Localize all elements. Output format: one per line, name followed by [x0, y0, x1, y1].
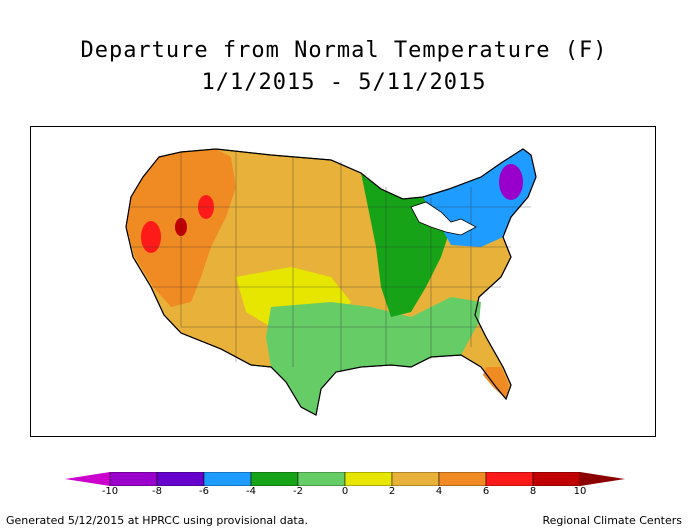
legend-tick-label: 8: [529, 486, 537, 497]
legend-tick-label: -10: [101, 486, 119, 497]
legend-tick-label: 0: [341, 486, 349, 497]
footer-generated-note: Generated 5/12/2015 at HPRCC using provi…: [6, 514, 308, 527]
legend-tick-label: 10: [573, 486, 587, 497]
footer-credit: Regional Climate Centers: [542, 514, 682, 527]
usa-outline: [125, 148, 537, 416]
legend-tick-label: -2: [293, 486, 303, 497]
map-title: Departure from Normal Temperature (F): [80, 38, 608, 63]
legend-arrow-right: [580, 472, 625, 486]
state-borders: [131, 152, 531, 372]
legend-ticks: -10 -8 -6 -4 -2 0 2 4 6 8 10: [0, 486, 688, 502]
map-frame: [30, 126, 656, 437]
legend-tick-label: -4: [246, 486, 256, 497]
legend-tick-label: -6: [199, 486, 209, 497]
us-temperature-map: [125, 148, 537, 416]
region-south-lightgreen: [266, 297, 481, 415]
region-florida: [483, 367, 509, 399]
region-maine-purple: [499, 164, 523, 200]
legend-swatch: [485, 472, 534, 486]
legend-arrow-left: [65, 472, 110, 486]
legend-tick-label: -8: [152, 486, 162, 497]
legend-swatch: [156, 472, 205, 486]
legend-color-bar: [65, 472, 625, 486]
legend-tick-label: 6: [482, 486, 490, 497]
legend-swatch: [250, 472, 299, 486]
map-subtitle: 1/1/2015 - 5/11/2015: [201, 70, 487, 95]
legend-swatch: [532, 472, 581, 486]
hotspot-california: [141, 221, 161, 253]
legend-swatch: [438, 472, 487, 486]
legend-swatch: [297, 472, 346, 486]
legend-swatch: [109, 472, 158, 486]
legend-tick-label: 4: [435, 486, 443, 497]
legend-swatch: [391, 472, 440, 486]
great-lakes: [410, 201, 477, 236]
legend-swatch: [203, 472, 252, 486]
legend-swatch: [344, 472, 393, 486]
legend-tick-label: 2: [388, 486, 396, 497]
